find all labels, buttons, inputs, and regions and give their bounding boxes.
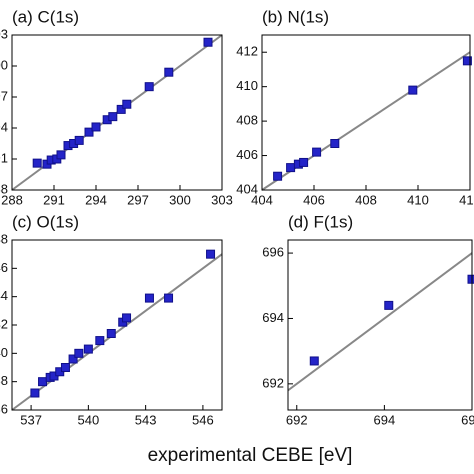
y-tick-label: 288 bbox=[0, 181, 8, 196]
y-tick-label: 694 bbox=[262, 310, 284, 325]
data-point bbox=[74, 348, 84, 358]
y-tick-label: 692 bbox=[262, 375, 284, 390]
plot-frame bbox=[11, 34, 223, 191]
data-point bbox=[273, 171, 283, 181]
data-point bbox=[95, 336, 105, 346]
reference-line bbox=[11, 253, 223, 411]
y-tick-label: 406 bbox=[236, 147, 258, 162]
y-tick-label: 544 bbox=[0, 288, 8, 303]
data-point bbox=[122, 313, 132, 323]
data-point bbox=[467, 274, 474, 284]
x-tick-label: 297 bbox=[127, 192, 149, 207]
data-point bbox=[116, 104, 126, 114]
panel-title: (b) N(1s) bbox=[262, 7, 329, 26]
y-tick-label: 538 bbox=[0, 373, 8, 388]
data-point bbox=[330, 139, 340, 148]
x-tick-label: 404 bbox=[251, 192, 273, 207]
data-point bbox=[408, 85, 418, 95]
data-point bbox=[74, 135, 84, 145]
y-tick-label: 300 bbox=[0, 57, 8, 72]
x-tick-label: 408 bbox=[355, 192, 377, 207]
reference-line bbox=[287, 252, 473, 392]
x-tick-label: 540 bbox=[78, 412, 100, 427]
data-point bbox=[56, 150, 66, 160]
plot-frame bbox=[287, 239, 473, 411]
x-tick-label: 294 bbox=[85, 192, 107, 207]
x-axis-label: experimental CEBE [eV] bbox=[148, 445, 353, 466]
data-point bbox=[299, 157, 309, 167]
data-point bbox=[60, 363, 70, 372]
x-tick-label: 696 bbox=[461, 412, 474, 427]
data-point bbox=[106, 329, 116, 338]
x-tick-label: 694 bbox=[374, 412, 396, 427]
x-tick-label: 291 bbox=[43, 192, 65, 207]
y-tick-label: 303 bbox=[0, 26, 8, 41]
data-point bbox=[206, 249, 216, 259]
data-point bbox=[203, 37, 213, 47]
data-point bbox=[91, 122, 101, 132]
x-tick-label: 303 bbox=[211, 192, 233, 207]
data-point bbox=[38, 377, 48, 387]
plot-frame bbox=[11, 239, 223, 411]
data-point bbox=[312, 147, 322, 157]
x-tick-label: 546 bbox=[192, 412, 214, 427]
x-tick-label: 300 bbox=[169, 192, 191, 207]
x-tick-label: 412 bbox=[459, 192, 474, 207]
x-tick-label: 406 bbox=[303, 192, 325, 207]
panel-title: (c) O(1s) bbox=[12, 212, 79, 231]
data-point bbox=[108, 112, 118, 122]
y-tick-label: 536 bbox=[0, 401, 8, 416]
data-point bbox=[144, 82, 154, 92]
data-point bbox=[462, 56, 472, 66]
y-tick-label: 546 bbox=[0, 260, 8, 275]
y-tick-label: 548 bbox=[0, 231, 8, 246]
data-point bbox=[83, 344, 93, 354]
y-tick-label: 542 bbox=[0, 316, 8, 331]
plot-frame bbox=[261, 34, 471, 191]
data-point bbox=[68, 354, 78, 364]
data-point bbox=[309, 356, 319, 366]
x-tick-label: 410 bbox=[407, 192, 429, 207]
panel-title: (a) C(1s) bbox=[12, 7, 79, 26]
y-tick-label: 412 bbox=[236, 44, 258, 59]
data-point bbox=[164, 293, 174, 303]
data-point bbox=[286, 163, 296, 173]
data-point bbox=[32, 158, 42, 168]
data-point bbox=[144, 293, 154, 303]
data-point bbox=[30, 388, 40, 398]
x-tick-label: 543 bbox=[135, 412, 157, 427]
y-tick-label: 291 bbox=[0, 150, 8, 165]
x-tick-label: 692 bbox=[286, 412, 308, 427]
y-tick-label: 696 bbox=[262, 245, 284, 260]
y-tick-label: 297 bbox=[0, 88, 8, 103]
data-point bbox=[84, 127, 94, 137]
data-point bbox=[164, 67, 174, 77]
x-tick-label: 288 bbox=[1, 192, 23, 207]
data-point bbox=[122, 99, 132, 109]
y-tick-label: 410 bbox=[236, 78, 258, 93]
data-point bbox=[384, 300, 394, 310]
panel-title: (d) F(1s) bbox=[288, 212, 353, 231]
x-tick-label: 537 bbox=[20, 412, 42, 427]
y-tick-label: 404 bbox=[236, 181, 258, 196]
y-tick-label: 540 bbox=[0, 345, 8, 360]
y-tick-label: 294 bbox=[0, 119, 8, 134]
y-tick-label: 408 bbox=[236, 113, 258, 128]
